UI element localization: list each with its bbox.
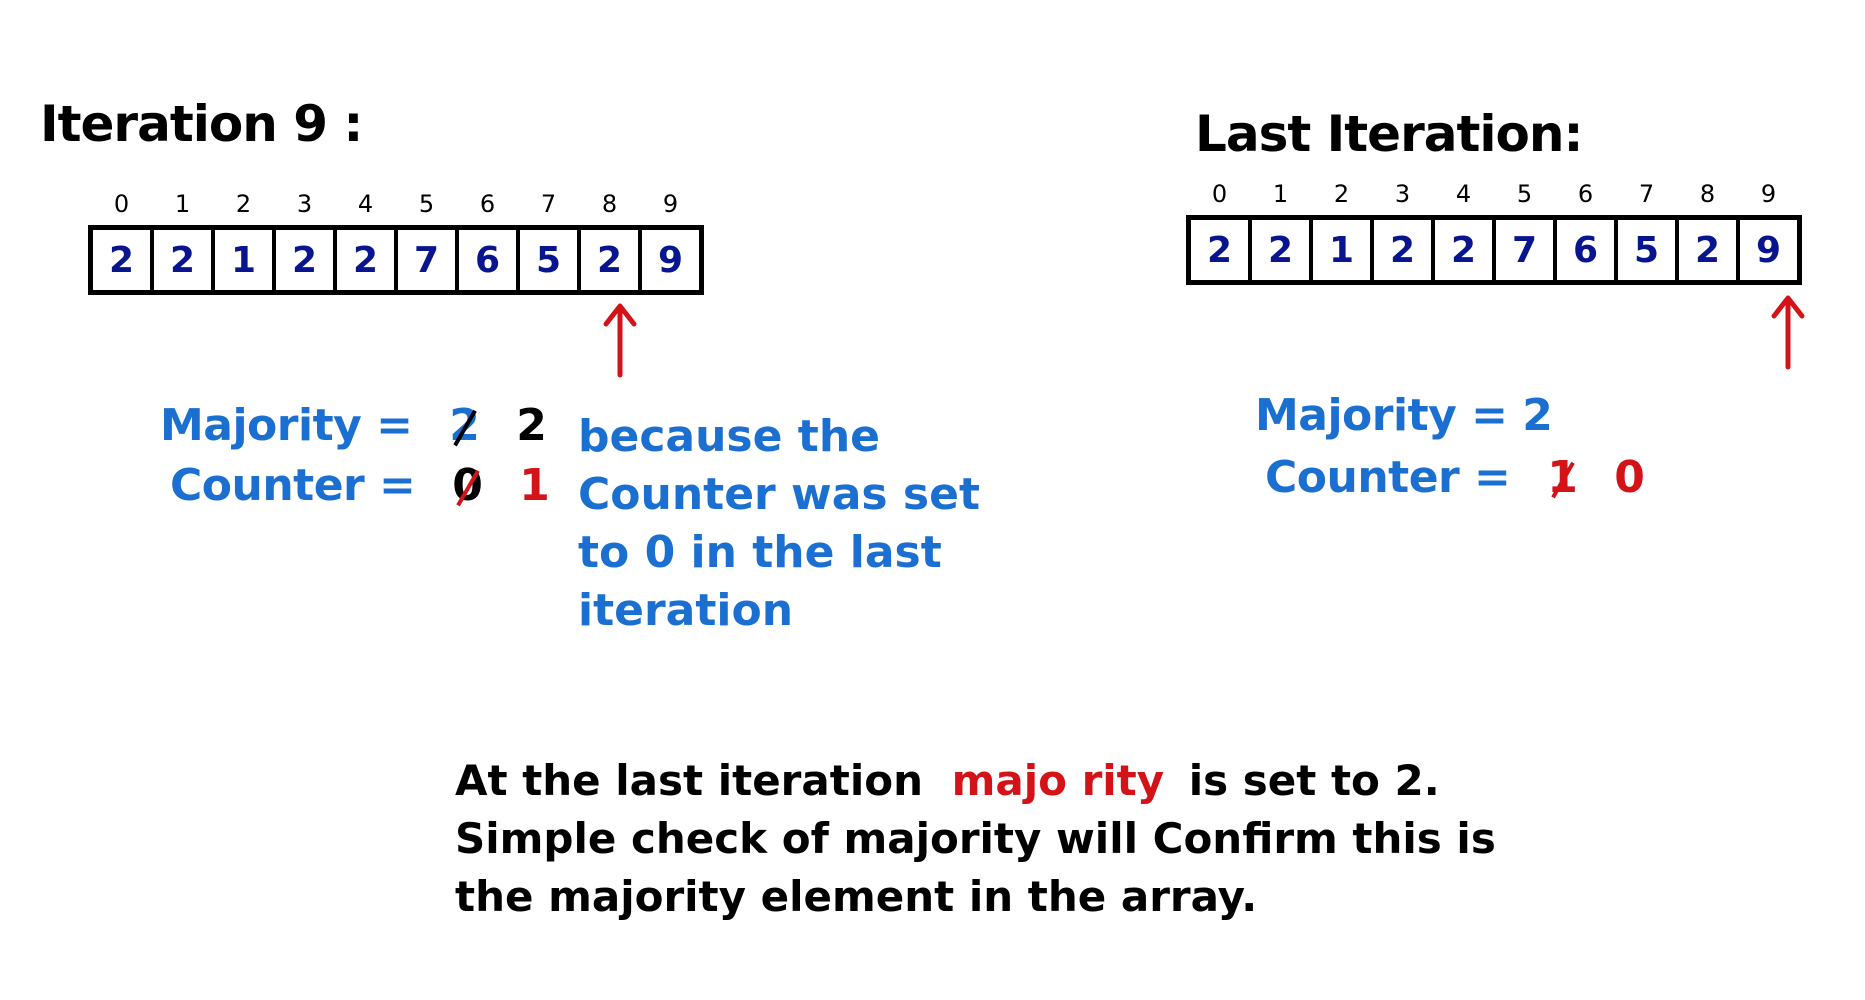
index-label: 9 bbox=[1738, 180, 1799, 208]
array-cell: 9 bbox=[1740, 220, 1797, 280]
left-array-indices: 0 1 2 3 4 5 6 7 8 9 bbox=[91, 190, 701, 218]
index-label: 2 bbox=[1311, 180, 1372, 208]
index-label: 5 bbox=[396, 190, 457, 218]
counter-old-value: 1 bbox=[1547, 452, 1577, 503]
majority-old-value: 2 bbox=[449, 400, 479, 451]
right-pointer-arrow-icon bbox=[1768, 292, 1808, 372]
majority-label: Majority = bbox=[160, 400, 412, 451]
index-label: 1 bbox=[152, 190, 213, 218]
index-label: 6 bbox=[457, 190, 518, 218]
right-majority-line: Majority = 2 bbox=[1255, 390, 1552, 441]
array-cell: 2 bbox=[1252, 220, 1313, 280]
array-cell: 6 bbox=[1557, 220, 1618, 280]
array-cell: 7 bbox=[398, 230, 459, 290]
index-label: 8 bbox=[579, 190, 640, 218]
majority-new-value: 2 bbox=[516, 400, 546, 451]
counter-old-value: 0 bbox=[452, 460, 482, 511]
summary-line-1: At the last iteration majo rity is set t… bbox=[455, 752, 1496, 810]
index-label: 3 bbox=[1372, 180, 1433, 208]
array-cell: 2 bbox=[1191, 220, 1252, 280]
counter-label: Counter = bbox=[170, 460, 415, 511]
left-pointer-arrow-icon bbox=[600, 300, 640, 380]
array-cell: 2 bbox=[93, 230, 154, 290]
left-explanation-note: because the Counter was set to 0 in the … bbox=[578, 408, 980, 640]
note-line: to 0 in the last bbox=[578, 524, 980, 582]
array-cell: 2 bbox=[276, 230, 337, 290]
counter-label: Counter = bbox=[1265, 452, 1510, 503]
summary-text-part: At the last iteration bbox=[455, 756, 923, 805]
index-label: 4 bbox=[1433, 180, 1494, 208]
right-title: Last Iteration: bbox=[1195, 105, 1582, 163]
index-label: 8 bbox=[1677, 180, 1738, 208]
left-counter-line: Counter = 0 1 bbox=[170, 460, 549, 511]
array-cell: 2 bbox=[1679, 220, 1740, 280]
counter-new-value: 1 bbox=[519, 460, 549, 511]
left-majority-line: Majority = 2 2 bbox=[160, 400, 546, 451]
index-label: 7 bbox=[1616, 180, 1677, 208]
array-cell: 5 bbox=[1618, 220, 1679, 280]
summary-text-part: is set to 2. bbox=[1189, 756, 1440, 805]
note-line: iteration bbox=[578, 582, 980, 640]
array-cell: 2 bbox=[581, 230, 642, 290]
note-line: because the bbox=[578, 408, 980, 466]
array-cell: 1 bbox=[215, 230, 276, 290]
summary-highlight: majo rity bbox=[952, 756, 1165, 805]
array-cell: 1 bbox=[1313, 220, 1374, 280]
array-cell: 7 bbox=[1496, 220, 1557, 280]
array-cell: 9 bbox=[642, 230, 699, 290]
index-label: 1 bbox=[1250, 180, 1311, 208]
index-label: 7 bbox=[518, 190, 579, 218]
index-label: 0 bbox=[1189, 180, 1250, 208]
summary-text: At the last iteration majo rity is set t… bbox=[455, 752, 1496, 926]
array-cell: 2 bbox=[1435, 220, 1496, 280]
right-array-indices: 0 1 2 3 4 5 6 7 8 9 bbox=[1189, 180, 1799, 208]
index-label: 9 bbox=[640, 190, 701, 218]
index-label: 2 bbox=[213, 190, 274, 218]
right-counter-line: Counter = 1 0 bbox=[1265, 452, 1644, 503]
summary-line-2: Simple check of majority will Confirm th… bbox=[455, 810, 1496, 868]
counter-new-value: 0 bbox=[1614, 452, 1644, 503]
array-cell: 5 bbox=[520, 230, 581, 290]
index-label: 3 bbox=[274, 190, 335, 218]
summary-line-3: the majority element in the array. bbox=[455, 868, 1496, 926]
array-cell: 6 bbox=[459, 230, 520, 290]
left-array: 2 2 1 2 2 7 6 5 2 9 bbox=[88, 225, 704, 295]
note-line: Counter was set bbox=[578, 466, 980, 524]
array-cell: 2 bbox=[154, 230, 215, 290]
index-label: 6 bbox=[1555, 180, 1616, 208]
index-label: 0 bbox=[91, 190, 152, 218]
index-label: 5 bbox=[1494, 180, 1555, 208]
array-cell: 2 bbox=[1374, 220, 1435, 280]
index-label: 4 bbox=[335, 190, 396, 218]
left-title: Iteration 9 : bbox=[40, 95, 362, 153]
array-cell: 2 bbox=[337, 230, 398, 290]
right-array: 2 2 1 2 2 7 6 5 2 9 bbox=[1186, 215, 1802, 285]
